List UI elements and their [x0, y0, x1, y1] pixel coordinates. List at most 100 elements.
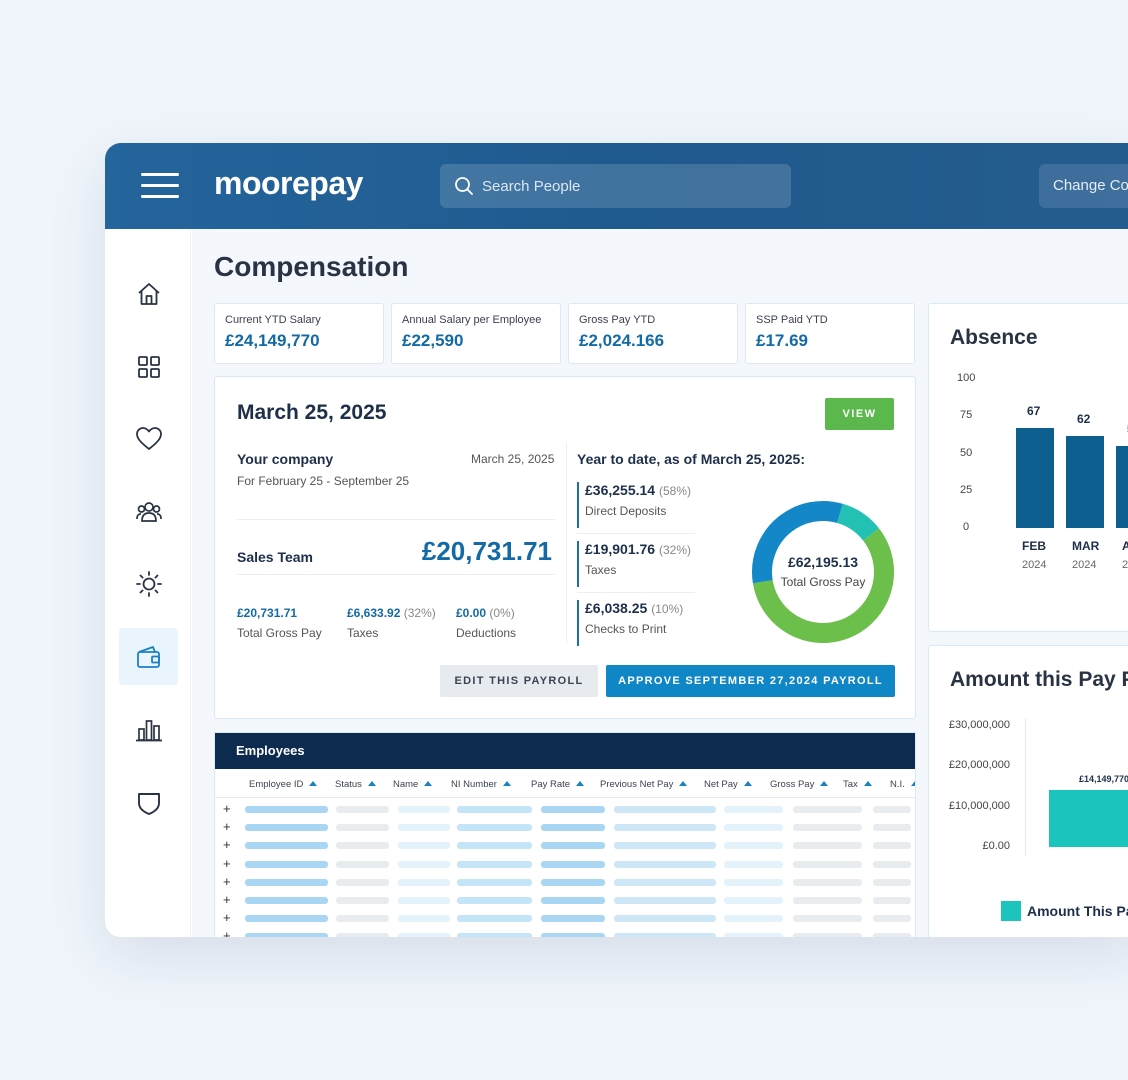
column-header[interactable]: Tax — [843, 779, 872, 790]
table-cell-placeholder — [873, 915, 911, 923]
breakdown-value: £6,633.92 — [347, 606, 401, 620]
y-tick-label: £30,000,000 — [948, 719, 1010, 731]
table-cell-placeholder — [398, 860, 450, 868]
table-cell-placeholder — [873, 824, 911, 832]
view-button[interactable]: VIEW — [825, 398, 894, 430]
payroll-date: March 25, 2025 — [237, 401, 387, 424]
breakdown-label: Total Gross Pay — [237, 626, 322, 640]
table-cell-placeholder — [724, 806, 783, 813]
column-header[interactable]: Net Pay — [704, 779, 752, 790]
nav-people[interactable] — [119, 483, 178, 540]
column-header[interactable]: NI Number — [451, 779, 511, 790]
nav-compensation[interactable] — [119, 628, 178, 685]
y-tick-label: 75 — [960, 409, 973, 422]
expand-row-icon[interactable]: + — [223, 819, 231, 835]
app-window: moorepay Change Company — [105, 143, 1128, 937]
kpi-value: £2,024.166 — [579, 331, 665, 350]
table-cell-placeholder — [724, 933, 783, 937]
y-tick-label: 25 — [960, 483, 973, 496]
legend-label: Amount This Pay Period — [1027, 903, 1128, 919]
table-cell-placeholder — [614, 806, 716, 813]
nav-security[interactable] — [119, 774, 178, 831]
table-cell-placeholder — [457, 842, 532, 850]
top-bar: moorepay Change Company — [105, 143, 1128, 229]
change-company-button[interactable]: Change Company — [1039, 164, 1128, 208]
column-header[interactable]: N.I. — [890, 779, 915, 790]
table-cell-placeholder — [398, 878, 450, 886]
kpi-label: Gross Pay YTD — [579, 314, 656, 326]
expand-row-icon[interactable]: + — [223, 801, 231, 816]
sun-icon — [135, 570, 162, 597]
table-cell-placeholder — [793, 806, 862, 813]
expand-row-icon[interactable]: + — [223, 892, 231, 907]
bar-value-label: 62 — [1077, 411, 1091, 426]
table-cell-placeholder — [398, 915, 450, 923]
search-input[interactable] — [482, 177, 772, 195]
breakdown-label: Taxes — [347, 626, 379, 640]
table-cell-placeholder — [245, 878, 328, 886]
column-header[interactable]: Employee ID — [249, 779, 317, 790]
table-cell-placeholder — [457, 915, 532, 923]
table-cell-placeholder — [793, 824, 862, 832]
heart-icon — [135, 426, 162, 450]
nav-dashboard[interactable] — [119, 338, 178, 395]
table-cell-placeholder — [793, 860, 862, 868]
y-axis-line — [1025, 718, 1026, 856]
table-cell-placeholder — [245, 806, 328, 813]
table-cell-placeholder — [724, 897, 783, 904]
column-header[interactable]: Pay Rate — [531, 779, 584, 790]
amount-bar[interactable] — [1049, 789, 1128, 847]
ytd-pct: (58%) — [658, 484, 691, 498]
expand-row-icon[interactable]: + — [223, 837, 231, 853]
table-cell-placeholder — [873, 933, 911, 937]
nav-benefits[interactable] — [119, 410, 178, 467]
table-cell-placeholder — [614, 824, 716, 832]
expand-row-icon[interactable]: + — [223, 855, 231, 871]
table-cell-placeholder — [614, 933, 716, 937]
legend-swatch — [1001, 901, 1021, 921]
ytd-title: Year to date, as of March 25, 2025: — [577, 451, 805, 467]
absence-bar[interactable] — [1016, 428, 1054, 528]
edit-payroll-button[interactable]: EDIT THIS PAYROLL — [440, 665, 598, 697]
kpi-value: £24,149,770 — [225, 331, 320, 350]
x-tick-sublabel: 2024 — [1022, 559, 1047, 571]
nav-time-off[interactable] — [119, 555, 178, 612]
expand-row-icon[interactable]: + — [223, 873, 231, 889]
wallet-icon — [136, 645, 160, 668]
nav-reports[interactable] — [119, 701, 178, 758]
kpi-label: Annual Salary per Employee — [402, 314, 542, 326]
absence-bar[interactable] — [1066, 435, 1104, 528]
column-header[interactable]: Status — [335, 779, 376, 790]
kpi-label: SSP Paid YTD — [756, 314, 828, 326]
expand-row-icon[interactable]: + — [223, 910, 231, 926]
column-header[interactable]: Previous Net Pay — [600, 779, 687, 790]
table-cell-placeholder — [724, 842, 783, 850]
table-cell-placeholder — [724, 860, 783, 868]
donut-segment — [752, 501, 894, 643]
absence-bar[interactable] — [1116, 446, 1128, 528]
table-cell-placeholder — [873, 897, 911, 904]
table-cell-placeholder — [457, 860, 532, 868]
table-cell-placeholder — [336, 878, 389, 886]
approve-payroll-button[interactable]: APPROVE SEPTEMBER 27,2024 PAYROLL — [606, 665, 895, 697]
y-tick-label: 100 — [957, 372, 976, 384]
column-header[interactable]: Name — [393, 779, 432, 790]
y-tick-label: £0.00 — [982, 840, 1010, 852]
table-cell-placeholder — [541, 933, 605, 937]
bar-chart-icon — [135, 719, 162, 741]
y-tick-label: 0 — [963, 521, 970, 533]
breakdown-pct: (0%) — [489, 606, 515, 620]
table-cell-placeholder — [614, 878, 716, 886]
dashboard-grid-icon — [137, 355, 160, 378]
table-cell-placeholder — [793, 933, 862, 937]
menu-icon[interactable] — [141, 173, 179, 199]
expand-row-icon[interactable]: + — [223, 928, 231, 937]
column-header[interactable]: Gross Pay — [770, 779, 828, 790]
home-icon — [137, 282, 160, 305]
nav-home[interactable] — [119, 265, 178, 322]
ytd-label: Checks to Print — [585, 622, 667, 636]
team-name: Sales Team — [237, 549, 314, 565]
kpi-card: Annual Salary per Employee £22,590 — [391, 303, 561, 364]
search-box[interactable] — [440, 164, 791, 208]
pay-period: For February 25 - September 25 — [237, 474, 410, 488]
